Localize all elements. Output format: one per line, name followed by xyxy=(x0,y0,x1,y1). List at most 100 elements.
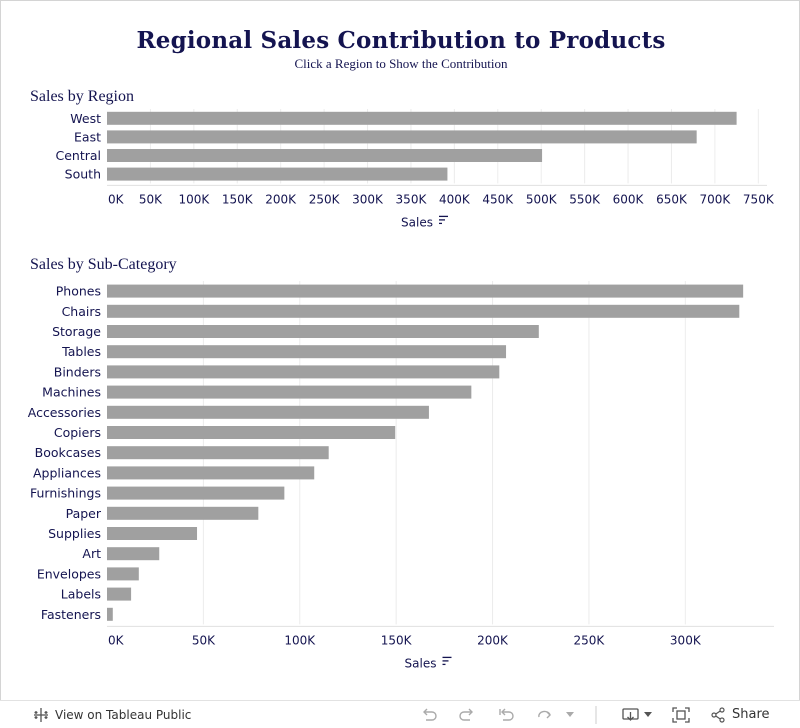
sort-icon[interactable] xyxy=(439,215,448,225)
category-label[interactable]: Furnishings xyxy=(30,486,101,501)
x-tick-label: 50K xyxy=(139,192,163,206)
share-label: Share xyxy=(732,707,770,722)
subcategory-chart[interactable]: Phones Chairs Storage Tables Binders Machines… xyxy=(1,281,800,671)
toolbar-divider xyxy=(595,701,597,728)
download-icon xyxy=(622,707,639,721)
bar-storage[interactable] xyxy=(107,325,539,338)
undo-button[interactable] xyxy=(420,701,438,728)
bar-envelopes[interactable] xyxy=(107,567,139,581)
bar-fasteners[interactable] xyxy=(107,607,113,621)
x-tick-label: 100K xyxy=(178,192,210,206)
refresh-button[interactable] xyxy=(536,701,554,728)
category-label[interactable]: Art xyxy=(82,546,101,561)
category-label[interactable]: Chairs xyxy=(62,304,101,319)
x-tick-label: 700K xyxy=(700,192,732,206)
category-label[interactable]: West xyxy=(70,111,101,126)
x-tick-label: 300K xyxy=(352,192,384,206)
category-label[interactable]: Phones xyxy=(56,284,101,299)
gridlines xyxy=(202,281,686,625)
x-tick-label: 500K xyxy=(526,192,558,206)
download-button[interactable] xyxy=(622,701,652,728)
bar-binders[interactable] xyxy=(107,365,500,379)
bar-phones[interactable] xyxy=(107,284,744,298)
x-tick-label: 400K xyxy=(439,192,471,206)
x-tick-label: 250K xyxy=(574,633,606,647)
chevron-down-icon xyxy=(566,711,574,717)
redo-button[interactable] xyxy=(458,701,476,728)
x-tick-label: 50K xyxy=(192,633,216,647)
revert-button[interactable] xyxy=(498,701,516,728)
category-label[interactable]: Paper xyxy=(66,506,102,521)
bar-tables[interactable] xyxy=(107,345,507,359)
category-label[interactable]: Copiers xyxy=(54,425,101,440)
category-label[interactable]: Central xyxy=(55,148,101,163)
x-tick-label: 200K xyxy=(477,633,509,647)
category-label[interactable]: Envelopes xyxy=(37,566,101,581)
bar-bookcases[interactable] xyxy=(107,446,329,460)
tableau-toolbar: View on Tableau Public xyxy=(0,700,800,728)
category-label[interactable]: East xyxy=(74,129,101,144)
bar-copiers[interactable] xyxy=(107,426,396,439)
subcategory-chart-title: Sales by Sub-Category xyxy=(30,256,177,273)
region-chart[interactable]: West East Central South 0K 50K 100K 150K 200K 250… xyxy=(1,109,800,239)
category-label[interactable]: South xyxy=(65,167,101,182)
x-tick-label: 450K xyxy=(482,192,514,206)
x-axis-title: Sales xyxy=(405,656,437,670)
view-on-tableau-public-label: View on Tableau Public xyxy=(55,707,192,722)
bar-chairs[interactable] xyxy=(107,304,740,318)
x-tick-label: 550K xyxy=(569,192,601,206)
share-button[interactable]: Share xyxy=(710,701,770,728)
category-label[interactable]: Tables xyxy=(61,344,101,359)
category-label[interactable]: Binders xyxy=(54,364,101,379)
revert-icon xyxy=(499,708,514,721)
page-title: Regional Sales Contribution to Products xyxy=(136,27,666,54)
fullscreen-icon xyxy=(672,706,690,723)
share-icon xyxy=(711,706,725,723)
x-tick-label: 100K xyxy=(284,633,316,647)
category-label[interactable]: Machines xyxy=(42,385,101,400)
dashboard: Regional Sales Contribution to Products … xyxy=(0,0,800,701)
x-tick-label: 250K xyxy=(309,192,341,206)
x-tick-label: 0K xyxy=(108,633,125,647)
x-axis-title: Sales xyxy=(401,215,433,229)
refresh-dropdown[interactable] xyxy=(566,701,574,728)
category-label[interactable]: Supplies xyxy=(48,526,101,541)
x-tick-label: 0K xyxy=(108,192,125,206)
bar-east[interactable] xyxy=(107,130,697,144)
x-tick-label: 300K xyxy=(670,633,702,647)
x-tick-label: 750K xyxy=(743,192,775,206)
x-tick-label: 200K xyxy=(265,192,297,206)
refresh-icon xyxy=(538,710,551,718)
chevron-down-icon xyxy=(644,711,652,717)
bar-furnishings[interactable] xyxy=(107,486,285,500)
category-label[interactable]: Fasteners xyxy=(41,607,101,622)
undo-icon xyxy=(423,708,437,721)
x-tick-label: 150K xyxy=(381,633,413,647)
bar-west[interactable] xyxy=(107,111,737,125)
x-tick-label: 150K xyxy=(222,192,254,206)
bar-appliances[interactable] xyxy=(107,466,315,480)
bar-art[interactable] xyxy=(107,547,160,561)
page-subtitle: Click a Region to Show the Contribution xyxy=(294,56,508,71)
x-tick-label: 600K xyxy=(613,192,645,206)
view-on-tableau-public-link[interactable]: View on Tableau Public xyxy=(33,701,191,728)
category-label[interactable]: Accessories xyxy=(28,405,101,420)
tableau-logo-icon xyxy=(34,707,48,722)
bar-south[interactable] xyxy=(107,167,448,181)
category-label[interactable]: Appliances xyxy=(33,465,101,480)
bar-supplies[interactable] xyxy=(107,527,198,540)
category-label[interactable]: Storage xyxy=(52,324,101,339)
bar-paper[interactable] xyxy=(107,506,259,520)
bar-central[interactable] xyxy=(107,149,543,162)
bar-labels[interactable] xyxy=(107,587,132,601)
bar-machines[interactable] xyxy=(107,385,472,399)
sort-icon[interactable] xyxy=(442,656,452,666)
x-tick-label: 350K xyxy=(396,192,428,206)
category-label[interactable]: Labels xyxy=(61,587,101,602)
fullscreen-button[interactable] xyxy=(672,701,690,728)
category-label[interactable]: Bookcases xyxy=(35,445,101,460)
redo-icon xyxy=(459,708,473,721)
x-tick-label: 650K xyxy=(656,192,688,206)
region-chart-title: Sales by Region xyxy=(30,88,134,105)
bar-accessories[interactable] xyxy=(107,405,429,419)
